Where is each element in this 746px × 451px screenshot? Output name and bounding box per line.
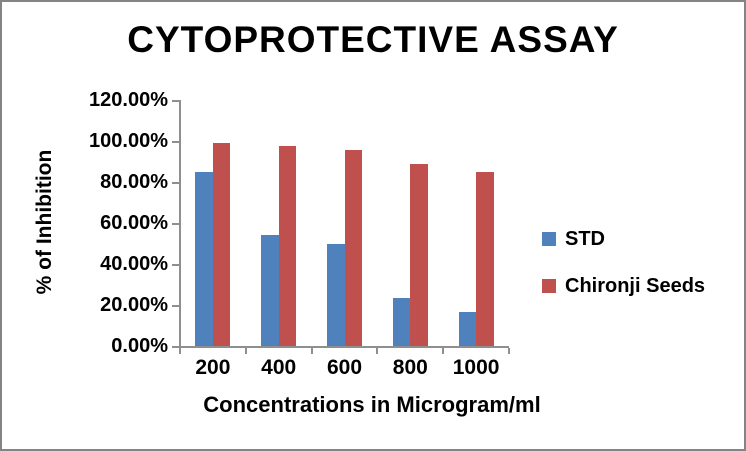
legend-swatch-chironji-seeds [542, 279, 556, 293]
x-tick [310, 348, 313, 354]
x-category-label: 1000 [452, 356, 500, 379]
y-tick [172, 182, 180, 184]
x-category-label: 400 [261, 356, 297, 379]
legend-item-chironji-seeds: Chironji Seeds [542, 276, 705, 296]
bar-chironji-seeds-600 [344, 150, 362, 346]
bar-chironji-seeds-400 [278, 146, 297, 346]
bar-std-1000 [458, 312, 477, 346]
legend: STD Chironji Seeds [542, 229, 705, 323]
y-tick [172, 264, 180, 266]
x-tick [508, 348, 510, 354]
bar-std-800 [392, 297, 411, 346]
x-axis-title: Concentrations in Microgram/ml [203, 392, 541, 417]
legend-label-chironji-seeds: Chironji Seeds [565, 275, 706, 297]
bar-chironji-seeds-200 [212, 143, 231, 346]
bar-std-600 [327, 243, 345, 346]
legend-swatch-std [542, 232, 556, 246]
x-tick [376, 348, 379, 354]
chart-title: CYTOPROTECTIVE ASSAY [127, 19, 619, 60]
y-tick-label: 100.00% [89, 130, 168, 152]
y-tick-label: 0.00% [111, 335, 168, 357]
bar-std-200 [195, 171, 213, 346]
y-tick-label: 60.00% [100, 212, 168, 234]
bar-std-400 [261, 235, 279, 346]
y-axis-line [179, 100, 181, 348]
x-axis-line [172, 346, 509, 348]
x-category-label: 600 [326, 356, 363, 379]
legend-label-std: STD [565, 228, 605, 250]
x-tick [179, 348, 181, 354]
x-category-label: 800 [392, 356, 428, 379]
y-tick-label: 80.00% [100, 171, 168, 193]
x-category-label: 200 [195, 356, 231, 379]
y-tick-label: 20.00% [100, 294, 168, 316]
legend-item-std: STD [542, 229, 705, 249]
x-tick [442, 348, 445, 354]
y-tick [172, 305, 180, 307]
y-tick [172, 223, 180, 225]
bar-chironji-seeds-1000 [476, 171, 494, 346]
y-tick [172, 100, 180, 102]
y-tick-label: 120.00% [89, 89, 168, 111]
y-tick-label: 40.00% [100, 253, 168, 275]
y-tick [172, 141, 180, 143]
y-axis-title: % of Inhibition [33, 149, 56, 295]
x-tick [244, 348, 247, 354]
y-tick [172, 346, 180, 348]
bar-chironji-seeds-800 [410, 163, 428, 346]
